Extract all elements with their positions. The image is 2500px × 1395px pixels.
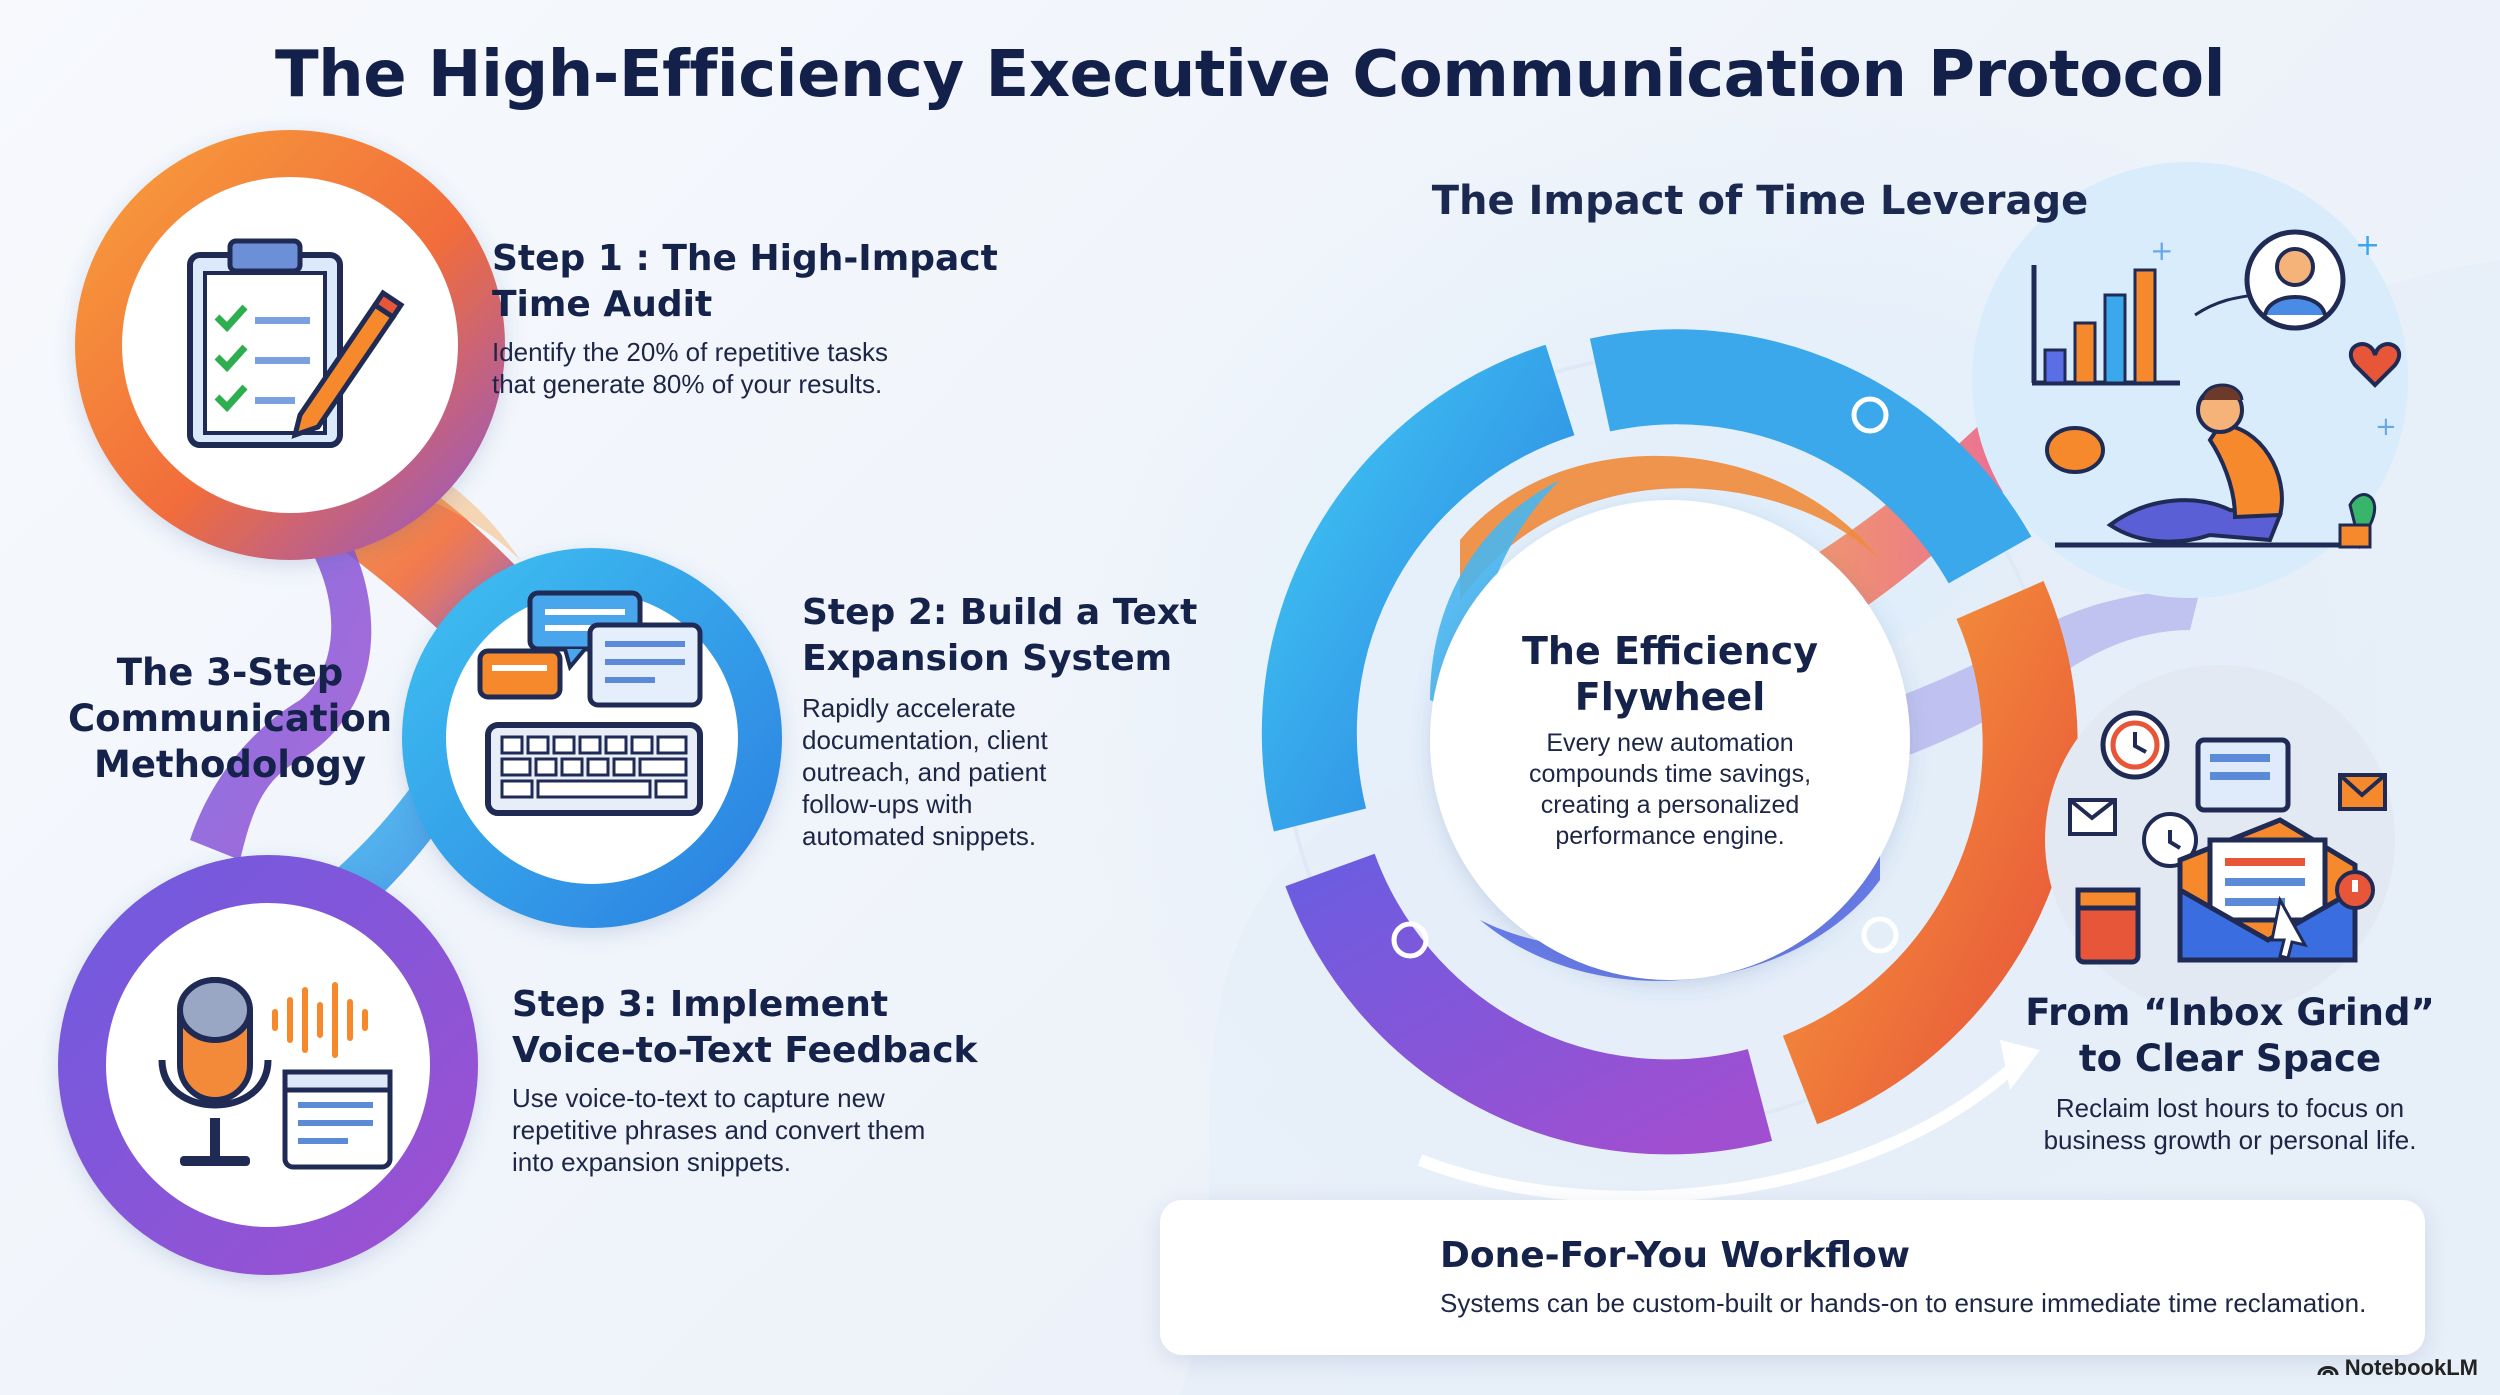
flywheel-title: The Efficiency Flywheel xyxy=(1440,628,1900,720)
page-title: The High-Efficiency Executive Communicat… xyxy=(275,38,2226,112)
flywheel-description-line: performance engine. xyxy=(1555,822,1785,850)
step2-heading-line: Step 2: Build a Text xyxy=(802,592,1198,633)
step2-heading: Step 2: Build a Text Expansion System xyxy=(802,590,1197,682)
flywheel-title-line: Flywheel xyxy=(1574,675,1766,719)
inbox-title-line: From “Inbox Grind” xyxy=(2025,991,2435,1034)
methodology-title: The 3-Step Communication Methodology xyxy=(60,650,400,788)
impact-title: The Impact of Time Leverage xyxy=(1431,178,2089,224)
svg-text:+: + xyxy=(2355,228,2380,263)
step2-description-line: Rapidly accelerate xyxy=(802,693,1016,723)
step2-description-line: automated snippets. xyxy=(802,821,1037,851)
inbox-envelopes-icon xyxy=(2068,710,2387,965)
step3-description: Use voice-to-text to capture new repetit… xyxy=(512,1082,925,1178)
brand-label: NotebookLM xyxy=(2344,1355,2478,1380)
brand-watermark: NotebookLM xyxy=(2317,1355,2478,1381)
flywheel-description-line: Every new automation xyxy=(1546,729,1794,757)
step3-heading-line: Step 3: Implement xyxy=(512,984,889,1025)
svg-text:+: + xyxy=(2150,234,2173,267)
notebooklm-logo-icon xyxy=(2317,1366,2339,1376)
microphone-icon xyxy=(158,977,393,1170)
step2-description-line: documentation, client xyxy=(802,725,1048,755)
methodology-title-line: Methodology xyxy=(94,743,366,786)
step2-description: Rapidly accelerate documentation, client… xyxy=(802,692,1048,852)
methodology-title-line: The 3-Step xyxy=(116,651,344,694)
inbox-description: Reclaim lost hours to focus on business … xyxy=(2010,1092,2450,1156)
methodology-title-line: Communication xyxy=(67,697,393,740)
svg-text:+: + xyxy=(2375,412,2397,442)
inbox-description-line: Reclaim lost hours to focus on xyxy=(2055,1093,2405,1123)
flywheel-description-line: creating a personalized xyxy=(1540,791,1800,819)
step3-description-line: Use voice-to-text to capture new xyxy=(512,1083,885,1113)
step1-description: Identify the 20% of repetitive tasks tha… xyxy=(492,336,888,400)
flywheel-description-line: compounds time savings, xyxy=(1528,760,1812,788)
flywheel-title-line: The Efficiency xyxy=(1522,629,1818,673)
step1-description-line: Identify the 20% of repetitive tasks xyxy=(492,337,888,367)
card-title: Done-For-You Workflow xyxy=(1440,1235,1911,1276)
flywheel-description: Every new automation compounds time savi… xyxy=(1460,728,1880,852)
step1-heading-line: Time Audit xyxy=(492,284,713,325)
step1-heading-line: Step 1 : The High-Impact xyxy=(492,238,998,279)
clipboard-checklist-icon xyxy=(187,238,405,448)
inbox-title-line: to Clear Space xyxy=(2078,1037,2382,1080)
inbox-title: From “Inbox Grind” to Clear Space xyxy=(2010,990,2450,1082)
card-description: Systems can be custom-built or hands-on … xyxy=(1440,1288,2367,1318)
step2-description-line: follow-ups with xyxy=(802,789,973,819)
inbox-description-line: business growth or personal life. xyxy=(2043,1125,2417,1155)
step3-heading: Step 3: Implement Voice-to-Text Feedback xyxy=(512,982,978,1074)
step3-description-line: repetitive phrases and convert them xyxy=(512,1115,926,1145)
step1-heading: Step 1 : The High-Impact Time Audit xyxy=(492,236,998,328)
step2-heading-line: Expansion System xyxy=(802,638,1173,679)
step3-description-line: into expansion snippets. xyxy=(512,1147,791,1177)
keyboard-chat-icon xyxy=(477,590,703,816)
done-for-you-card xyxy=(1160,1200,2425,1355)
relaxing-person-icon: + + + xyxy=(2031,228,2402,550)
flywheel-ring xyxy=(1261,329,2078,1203)
step1-description-line: that generate 80% of your results. xyxy=(492,369,883,399)
step3-heading-line: Voice-to-Text Feedback xyxy=(512,1030,978,1071)
step2-description-line: outreach, and patient xyxy=(802,757,1047,787)
